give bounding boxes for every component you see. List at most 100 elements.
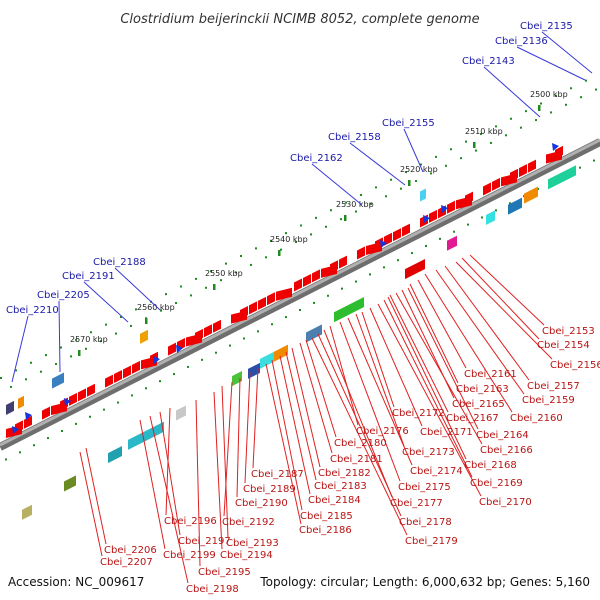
gene-label: Cbei_2198 [186,584,239,595]
rail-dot [369,273,371,276]
major-tick [538,105,541,111]
rail-dot [190,294,192,297]
rail-dot [60,346,62,349]
rail-dot [490,141,492,144]
leader-line [435,269,525,395]
gene-block [274,344,288,362]
gene-label: Cbei_2175 [398,482,451,493]
gene-labels: Cbei_2135Cbei_2136Cbei_2143Cbei_2155Cbei… [6,21,600,595]
rail-dot [435,155,437,158]
gene-label: Cbei_2181 [330,454,383,465]
leader-line [149,415,189,584]
gene-marker [25,412,32,420]
rail-dot [520,126,522,129]
gene-label: Cbei_2178 [399,517,452,528]
rail-dot [595,88,597,91]
gene-label: Cbei_2191 [62,271,115,282]
rail-dot [115,332,117,335]
rail-dot [120,316,122,318]
rail-dot [505,134,507,137]
rail-dot [55,363,57,366]
gene-arrow [492,177,500,191]
gene-label: Cbei_2135 [520,21,573,32]
gene-marker [552,143,559,151]
leader-line [79,451,103,557]
leader-line [311,337,408,536]
gene-arrow [114,370,122,384]
leader-line [139,419,166,550]
leader-line [369,307,423,427]
gene-label: Cbei_2163 [456,384,509,395]
tick-label: 2560 kbp [137,303,175,312]
gene-label: Cbei_2160 [510,413,563,424]
gene-label: Cbei_2155 [382,118,435,129]
rail-dot [145,387,147,390]
gene-label: Cbei_2161 [464,369,517,380]
colored-gene-blocks [6,165,576,520]
leader-line [516,46,586,81]
rail-dot [570,87,572,90]
gene-label: Cbei_2162 [290,153,343,164]
leader-line [469,254,545,326]
gene-marker [441,205,448,213]
rail-dot [265,256,267,259]
gene-label: Cbei_2173 [402,447,455,458]
gene-label: Cbei_2180 [334,438,387,449]
gene-arrow [42,406,50,420]
leader-line [361,311,395,408]
accession-text: Accession: NC_009617 [8,575,144,589]
gene-label: Cbei_2186 [299,525,352,536]
major-tick [344,215,347,221]
gene-marker [153,356,160,364]
leader-line [339,321,401,482]
gene-arrow [465,191,473,205]
gene-label: Cbei_2199 [163,550,216,561]
gene-block [108,445,122,464]
gene-arrow [276,287,292,301]
inner-scale-rail [5,159,595,461]
gene-label: Cbei_2176 [356,426,409,437]
leader-line [389,294,449,413]
leader-line [83,281,129,323]
gene-label: Cbei_2172 [392,408,445,419]
leader-line [305,339,337,438]
gene-label: Cbei_2157 [527,381,580,392]
tick-label: 2530 kbp [336,200,374,209]
rail-dot [195,277,197,280]
tick-label: 2540 kbp [270,235,308,244]
rail-dot [187,365,189,368]
rail-dot [420,163,422,166]
rail-dot [475,149,477,152]
leader-line [252,367,259,469]
gene-arrow [240,306,248,319]
gene-label: Cbei_2179 [405,536,458,547]
genome-summary-text: Topology: circular; Length: 6,000,632 bp… [259,575,590,589]
gene-block [334,296,364,323]
rail-dot [210,270,212,273]
rail-dot [243,337,245,340]
gene-label: Cbei_2158 [328,132,381,143]
gene-label: Cbei_2154 [537,340,590,351]
rail-dot [430,172,432,175]
rail-dot [341,287,343,290]
rail-dot [439,237,441,240]
rail-dot [131,394,133,397]
gene-block [486,210,495,225]
gene-block [524,186,538,204]
gene-label: Cbei_2174 [410,466,463,477]
rail-dot [585,79,587,82]
leader-line [455,261,553,360]
rail-dot [15,369,17,372]
rail-dot [375,186,377,189]
gene-label: Cbei_2183 [314,481,367,492]
tick-label: 2570 kbp [70,335,108,344]
rail-dot [280,248,282,251]
leader-line [317,333,402,517]
leader-line [195,399,201,567]
rail-dot [330,209,332,212]
leader-line [377,303,482,497]
leader-line [323,329,393,498]
rail-dot [235,271,237,274]
leader-line [387,296,467,460]
